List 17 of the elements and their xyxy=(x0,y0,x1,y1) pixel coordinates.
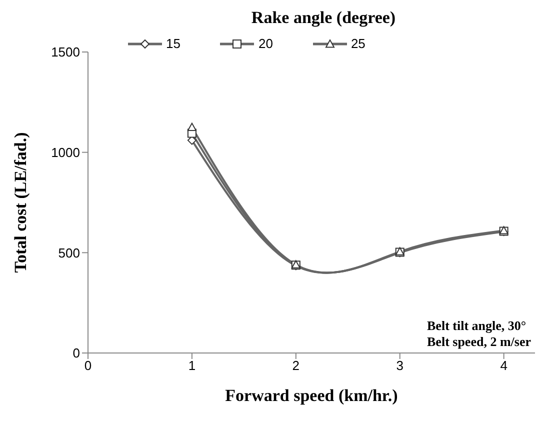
legend-label: 20 xyxy=(258,36,273,51)
annotation: Belt speed, 2 m/ser xyxy=(427,334,531,350)
x-tick-label: 3 xyxy=(396,358,404,374)
x-axis-title: Forward speed (km/hr.) xyxy=(225,386,398,405)
y-tick-label: 1000 xyxy=(51,144,80,160)
x-tick-label: 4 xyxy=(500,358,508,374)
annotation: Belt tilt angle, 30° xyxy=(427,318,528,334)
legend-label: 15 xyxy=(166,36,180,51)
legend-title: Rake angle (degree) xyxy=(250,8,397,28)
x-tick-label: 0 xyxy=(84,358,92,374)
y-tick-label: 1500 xyxy=(51,44,80,60)
x-tick-label: 2 xyxy=(292,358,300,374)
y-tick-label: 0 xyxy=(72,346,80,361)
y-tick-label: 500 xyxy=(58,245,80,260)
x-tick-label: 1 xyxy=(188,358,196,374)
legend-label: 25 xyxy=(350,36,366,51)
y-axis-title: Total cost (LE/fad.) xyxy=(11,132,30,273)
